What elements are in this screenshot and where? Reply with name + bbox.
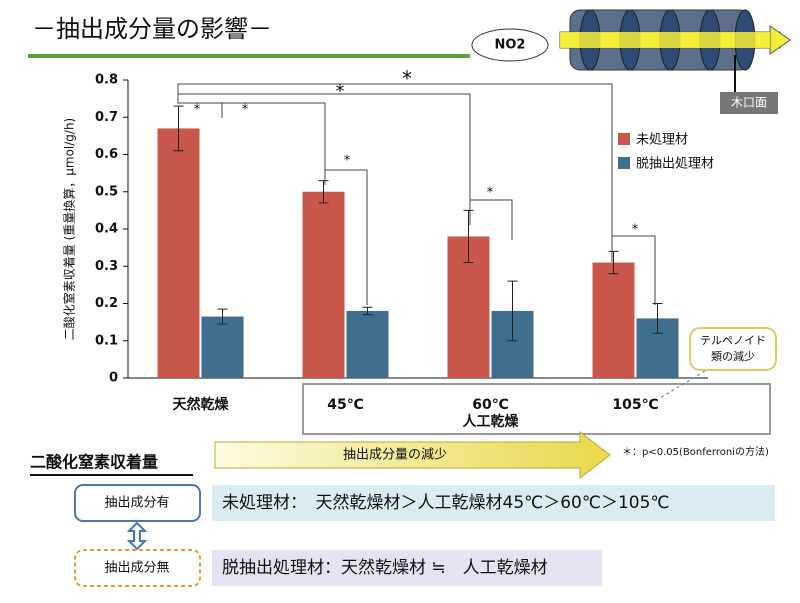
significance-star: * — [194, 103, 201, 118]
error-bar — [173, 105, 184, 152]
error-bar — [217, 308, 228, 325]
error-bar — [652, 303, 663, 334]
legend-swatch — [618, 157, 630, 169]
bar — [302, 191, 345, 378]
significance-bracket — [177, 100, 223, 118]
x-tick-label: 60℃ — [472, 397, 508, 413]
y-tick-label: 0.1 — [95, 333, 118, 348]
y-tick-label: 0.6 — [95, 147, 118, 162]
row-box — [74, 549, 201, 587]
x-tick-label: 天然乾燥 — [173, 396, 230, 413]
double-arrow — [126, 521, 148, 551]
decrease-arrow — [214, 430, 611, 480]
y-tick-label: 0.7 — [95, 110, 118, 125]
bar — [157, 128, 200, 378]
row-band — [212, 485, 775, 521]
row-label: 抽出成分有 — [104, 496, 169, 511]
x-tick-label: 45℃ — [327, 397, 363, 413]
callout-text: テルペノイド — [700, 334, 766, 347]
significance-bracket — [611, 235, 656, 305]
legend-label: 未処理材 — [636, 133, 688, 148]
bar — [592, 262, 635, 378]
significance-star: * — [242, 103, 249, 118]
row-band — [212, 550, 602, 586]
significance-bracket — [177, 93, 471, 225]
y-tick-label: 0.4 — [95, 222, 118, 237]
callout-box — [689, 327, 777, 371]
significance-star: * — [344, 154, 351, 169]
y-tick-label: 0.3 — [95, 259, 118, 274]
significance-star: * — [632, 223, 639, 238]
row-text: 脱抽出処理材：天然乾燥材 ≒ 人工乾燥材 — [222, 558, 548, 578]
callout-pointer — [659, 367, 711, 399]
legend-label: 脱抽出処理材 — [636, 157, 714, 172]
y-tick-label: 0.8 — [95, 73, 118, 88]
x-tick-label: 105℃ — [612, 397, 658, 413]
error-bar — [463, 209, 474, 264]
row-label: 抽出成分無 — [104, 561, 169, 576]
error-bar — [507, 280, 518, 342]
bar — [201, 316, 244, 378]
face-label: 木口面 — [731, 96, 767, 110]
significance-star: * — [487, 186, 494, 201]
summary-heading: 二酸化窒素収着量 — [30, 453, 158, 472]
footnote: ＊：p<0.05(Bonferroniの方法) — [622, 445, 769, 458]
error-bar — [608, 250, 619, 275]
error-bar — [362, 306, 373, 316]
y-tick-label: 0.5 — [95, 184, 118, 199]
bar — [346, 310, 389, 378]
wood-diagram — [471, 9, 791, 114]
significance-bracket — [324, 169, 368, 305]
legend-swatch — [618, 133, 630, 145]
group-box — [302, 383, 771, 435]
group-label: 人工乾燥 — [463, 413, 520, 430]
chart: 0 0.1 0.2 0.3 0.4 0.5 0.6 0.7 0.8 二酸化窒素収着量 (重量換算，… — [62, 67, 777, 458]
y-tick-label: 0.2 — [95, 296, 118, 311]
row-text: 未処理材： 天然乾燥材＞人工乾燥材45℃＞60℃＞105℃ — [222, 493, 670, 513]
error-bar — [318, 180, 329, 204]
arrow-label: 抽出成分量の減少 — [343, 447, 447, 463]
significance-bracket — [469, 199, 513, 240]
significance-star: * — [402, 67, 412, 91]
slide-title: －抽出成分量の影響－ — [32, 15, 272, 43]
gas-label: NO2 — [495, 38, 526, 53]
significance-bracket — [177, 83, 613, 262]
y-tick-label: 0 — [109, 371, 118, 386]
significance-star: * — [336, 81, 345, 102]
row-box — [74, 484, 201, 522]
y-axis-label: 二酸化窒素収着量 (重量換算，μmol/g/h) — [62, 118, 77, 341]
callout-text: 類の減少 — [711, 349, 755, 363]
